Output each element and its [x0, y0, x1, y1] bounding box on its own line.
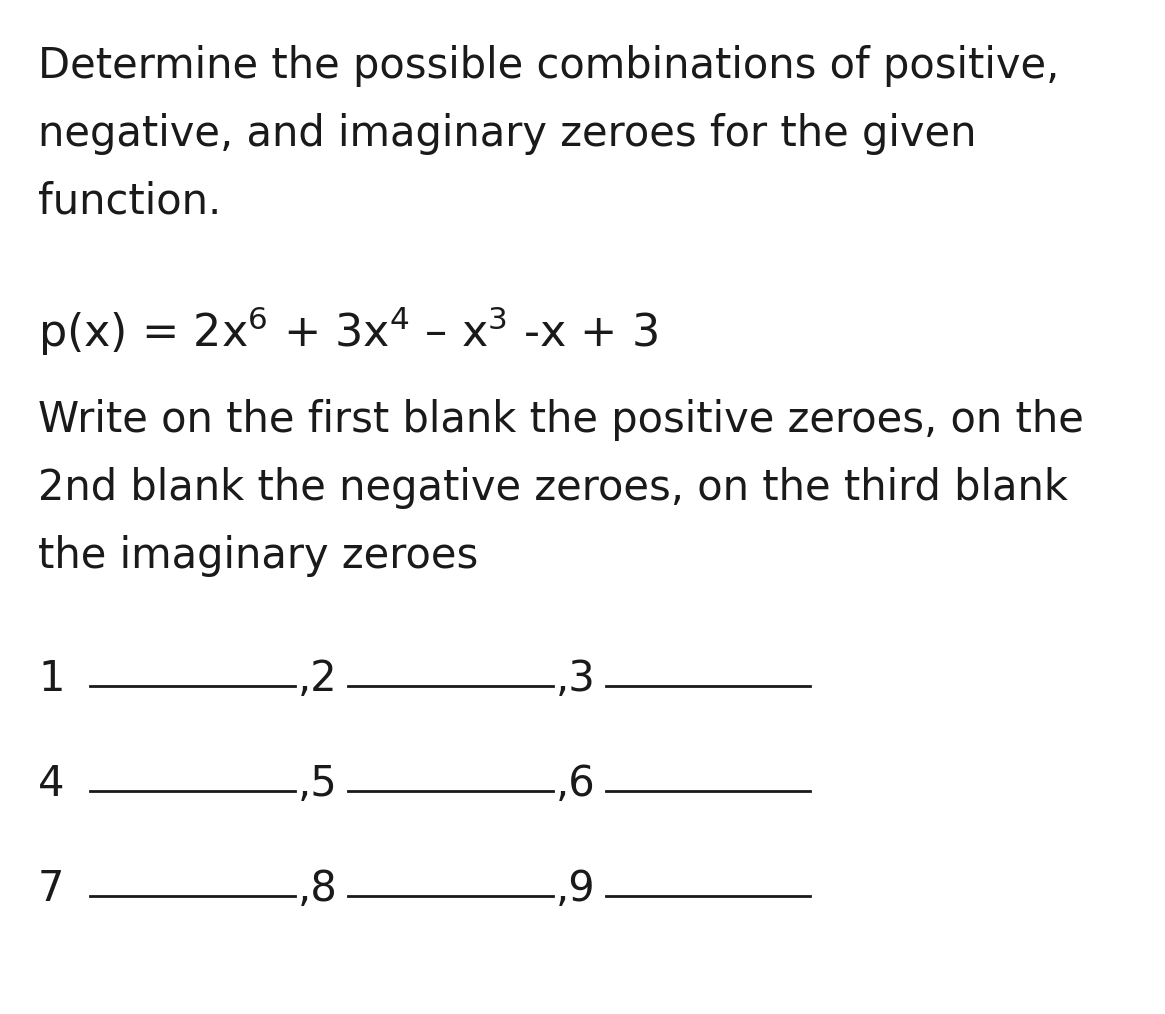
Text: ,8: ,8 [298, 868, 338, 910]
Text: 7: 7 [38, 868, 64, 910]
Text: ,5: ,5 [298, 763, 338, 805]
Text: negative, and imaginary zeroes for the given: negative, and imaginary zeroes for the g… [38, 113, 976, 155]
Text: ,3: ,3 [556, 658, 595, 700]
Text: Determine the possible combinations of positive,: Determine the possible combinations of p… [38, 45, 1059, 87]
Text: ,6: ,6 [556, 763, 595, 805]
Text: p(x) = 2x$^{6}$ + 3x$^{4}$ – x$^{3}$ -x + 3: p(x) = 2x$^{6}$ + 3x$^{4}$ – x$^{3}$ -x … [38, 304, 658, 358]
Text: 2nd blank the negative zeroes, on the third blank: 2nd blank the negative zeroes, on the th… [38, 467, 1068, 509]
Text: 1: 1 [38, 658, 64, 700]
Text: function.: function. [38, 182, 221, 223]
Text: ,2: ,2 [298, 658, 338, 700]
Text: Write on the first blank the positive zeroes, on the: Write on the first blank the positive ze… [38, 399, 1083, 441]
Text: 4: 4 [38, 763, 64, 805]
Text: ,9: ,9 [556, 868, 595, 910]
Text: the imaginary zeroes: the imaginary zeroes [38, 535, 479, 577]
